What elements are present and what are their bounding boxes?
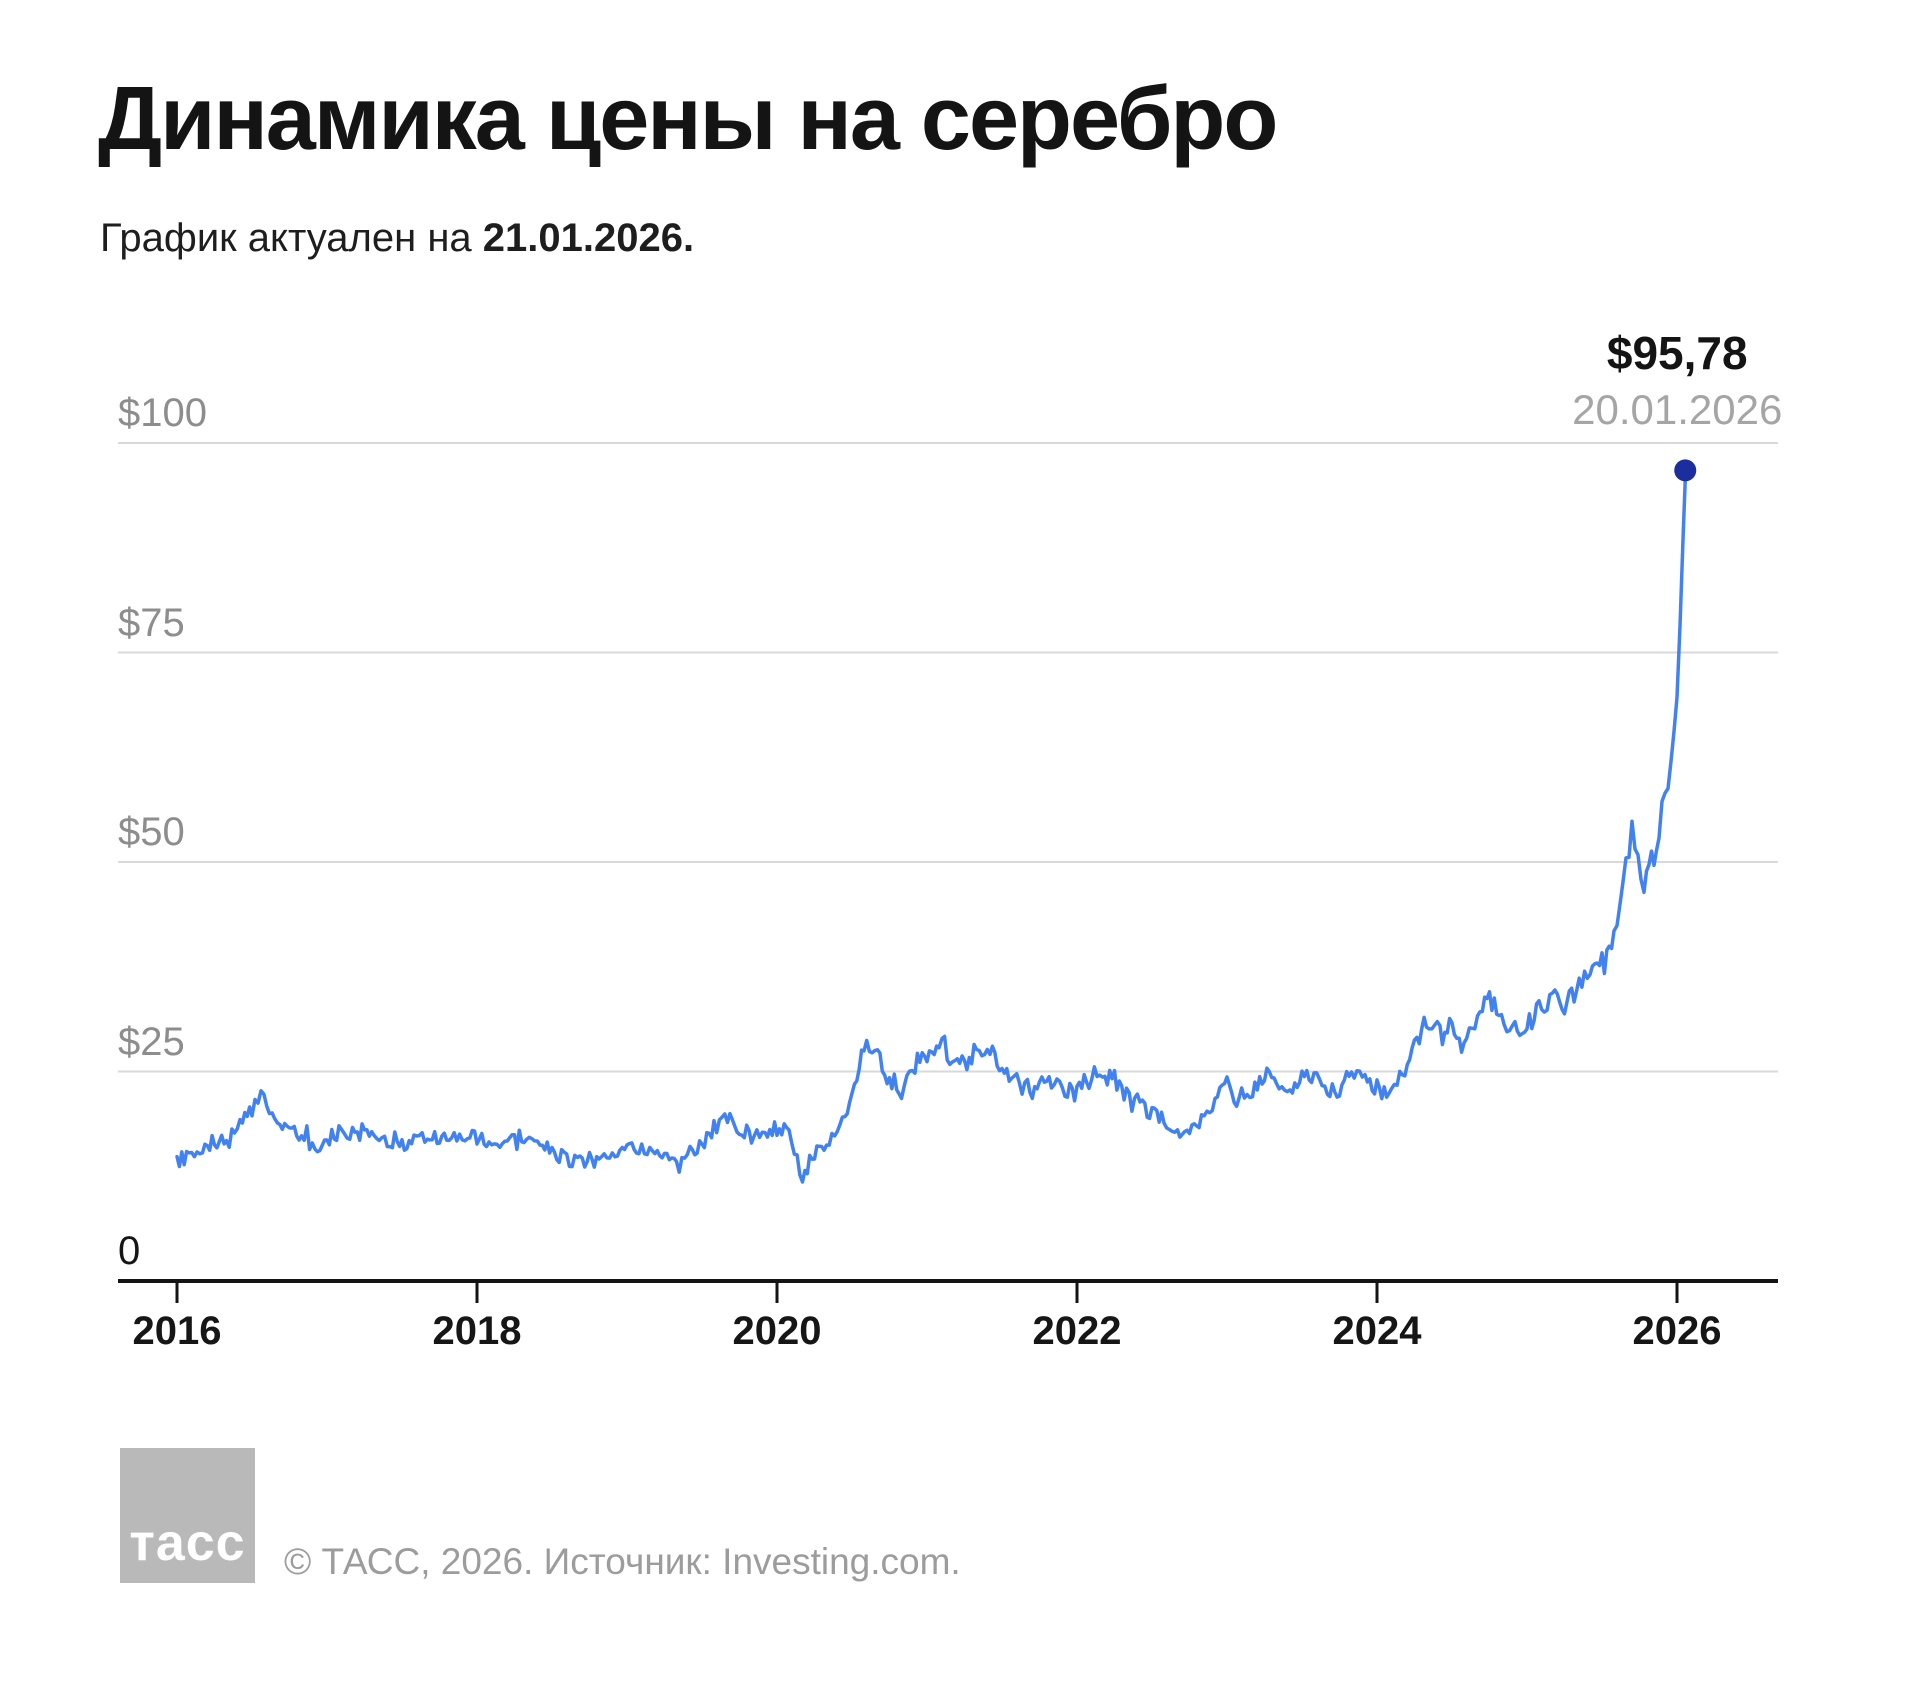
tass-logo-text: тасс [129, 1514, 246, 1572]
last-point-dot [1674, 459, 1697, 482]
subtitle-date: 21.01.2026. [482, 216, 695, 260]
x-axis-label-2022: 2022 [1032, 1309, 1122, 1353]
chart-subtitle: График актуален на 21.01.2026. [100, 216, 694, 261]
last-price-date: 20.01.2026 [1572, 386, 1783, 433]
x-axis-label-2024: 2024 [1332, 1309, 1422, 1353]
x-axis-label-2016: 2016 [132, 1309, 222, 1353]
copyright-source-credit: © ТАСС, 2026. Источник: Investing.com. [284, 1541, 961, 1582]
subtitle-prefix: График актуален на [100, 216, 483, 260]
y-axis-label-75: $75 [118, 600, 185, 645]
y-axis-label-100: $100 [118, 391, 207, 435]
tass-logo: тасс [120, 1448, 255, 1583]
page-title: Динамика цены на серебро [98, 69, 1278, 169]
x-axis-label-2020: 2020 [732, 1309, 822, 1353]
last-price-annotation: $95,78 20.01.2026 [1572, 326, 1782, 434]
x-axis-label-2026: 2026 [1632, 1309, 1722, 1353]
silver-price-line [175, 476, 1688, 1184]
y-axis-label-50: $50 [118, 810, 185, 854]
last-price-value: $95,78 [1606, 327, 1748, 379]
y-axis-label-25: $25 [118, 1019, 185, 1064]
x-axis-label-2018: 2018 [432, 1309, 522, 1353]
y-axis-label-0: 0 [118, 1229, 141, 1273]
